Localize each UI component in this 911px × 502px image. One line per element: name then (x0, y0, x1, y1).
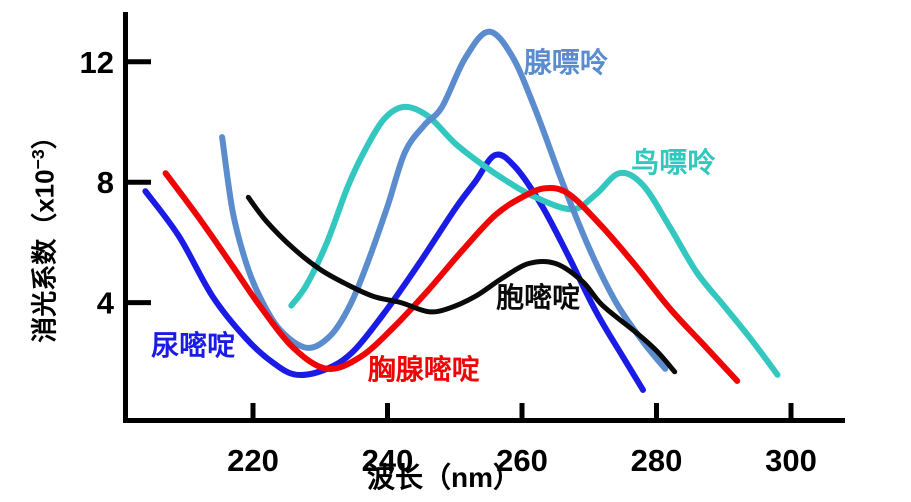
y-axis-title-superscript: −3 (28, 149, 48, 170)
axes-layer (123, 12, 845, 423)
y-axis-title-close: ） (29, 123, 60, 150)
curve-uracil (142, 151, 646, 393)
x-tick-label: 260 (496, 443, 548, 478)
y-tick-label: 8 (97, 165, 114, 200)
curve-thymine (162, 170, 741, 384)
curves-layer (142, 28, 781, 393)
series-label-guanine: 鸟嘌呤 (631, 147, 716, 179)
y-tick-label: 4 (97, 286, 115, 321)
y-axis-title-text: 消光系数（x10 (29, 169, 60, 343)
x-tick-label: 300 (765, 443, 817, 478)
series-label-adenine: 腺嘌呤 (523, 46, 608, 78)
x-tick-label: 280 (631, 443, 683, 478)
x-tick-label: 240 (362, 443, 414, 478)
x-tick-label: 220 (227, 443, 279, 478)
series-label-cytosine: 胞嘧啶 (496, 281, 581, 313)
series-label-thymine: 胸腺嘧啶 (367, 353, 480, 385)
series-label-uracil: 尿嘧啶 (151, 330, 236, 362)
curve-guanine (288, 103, 781, 378)
curve-cytosine (245, 194, 678, 375)
y-tick-label: 12 (80, 45, 114, 80)
tick-label-layer: 4 8 12 220 240 260 280 300 (80, 45, 817, 478)
x-axis-title: 波长（nm） (366, 462, 521, 493)
y-axis-title: 消光系数（x10−3） (19, 68, 60, 398)
